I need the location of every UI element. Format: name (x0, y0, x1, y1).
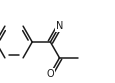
Text: O: O (46, 69, 54, 79)
Text: N: N (55, 21, 63, 31)
